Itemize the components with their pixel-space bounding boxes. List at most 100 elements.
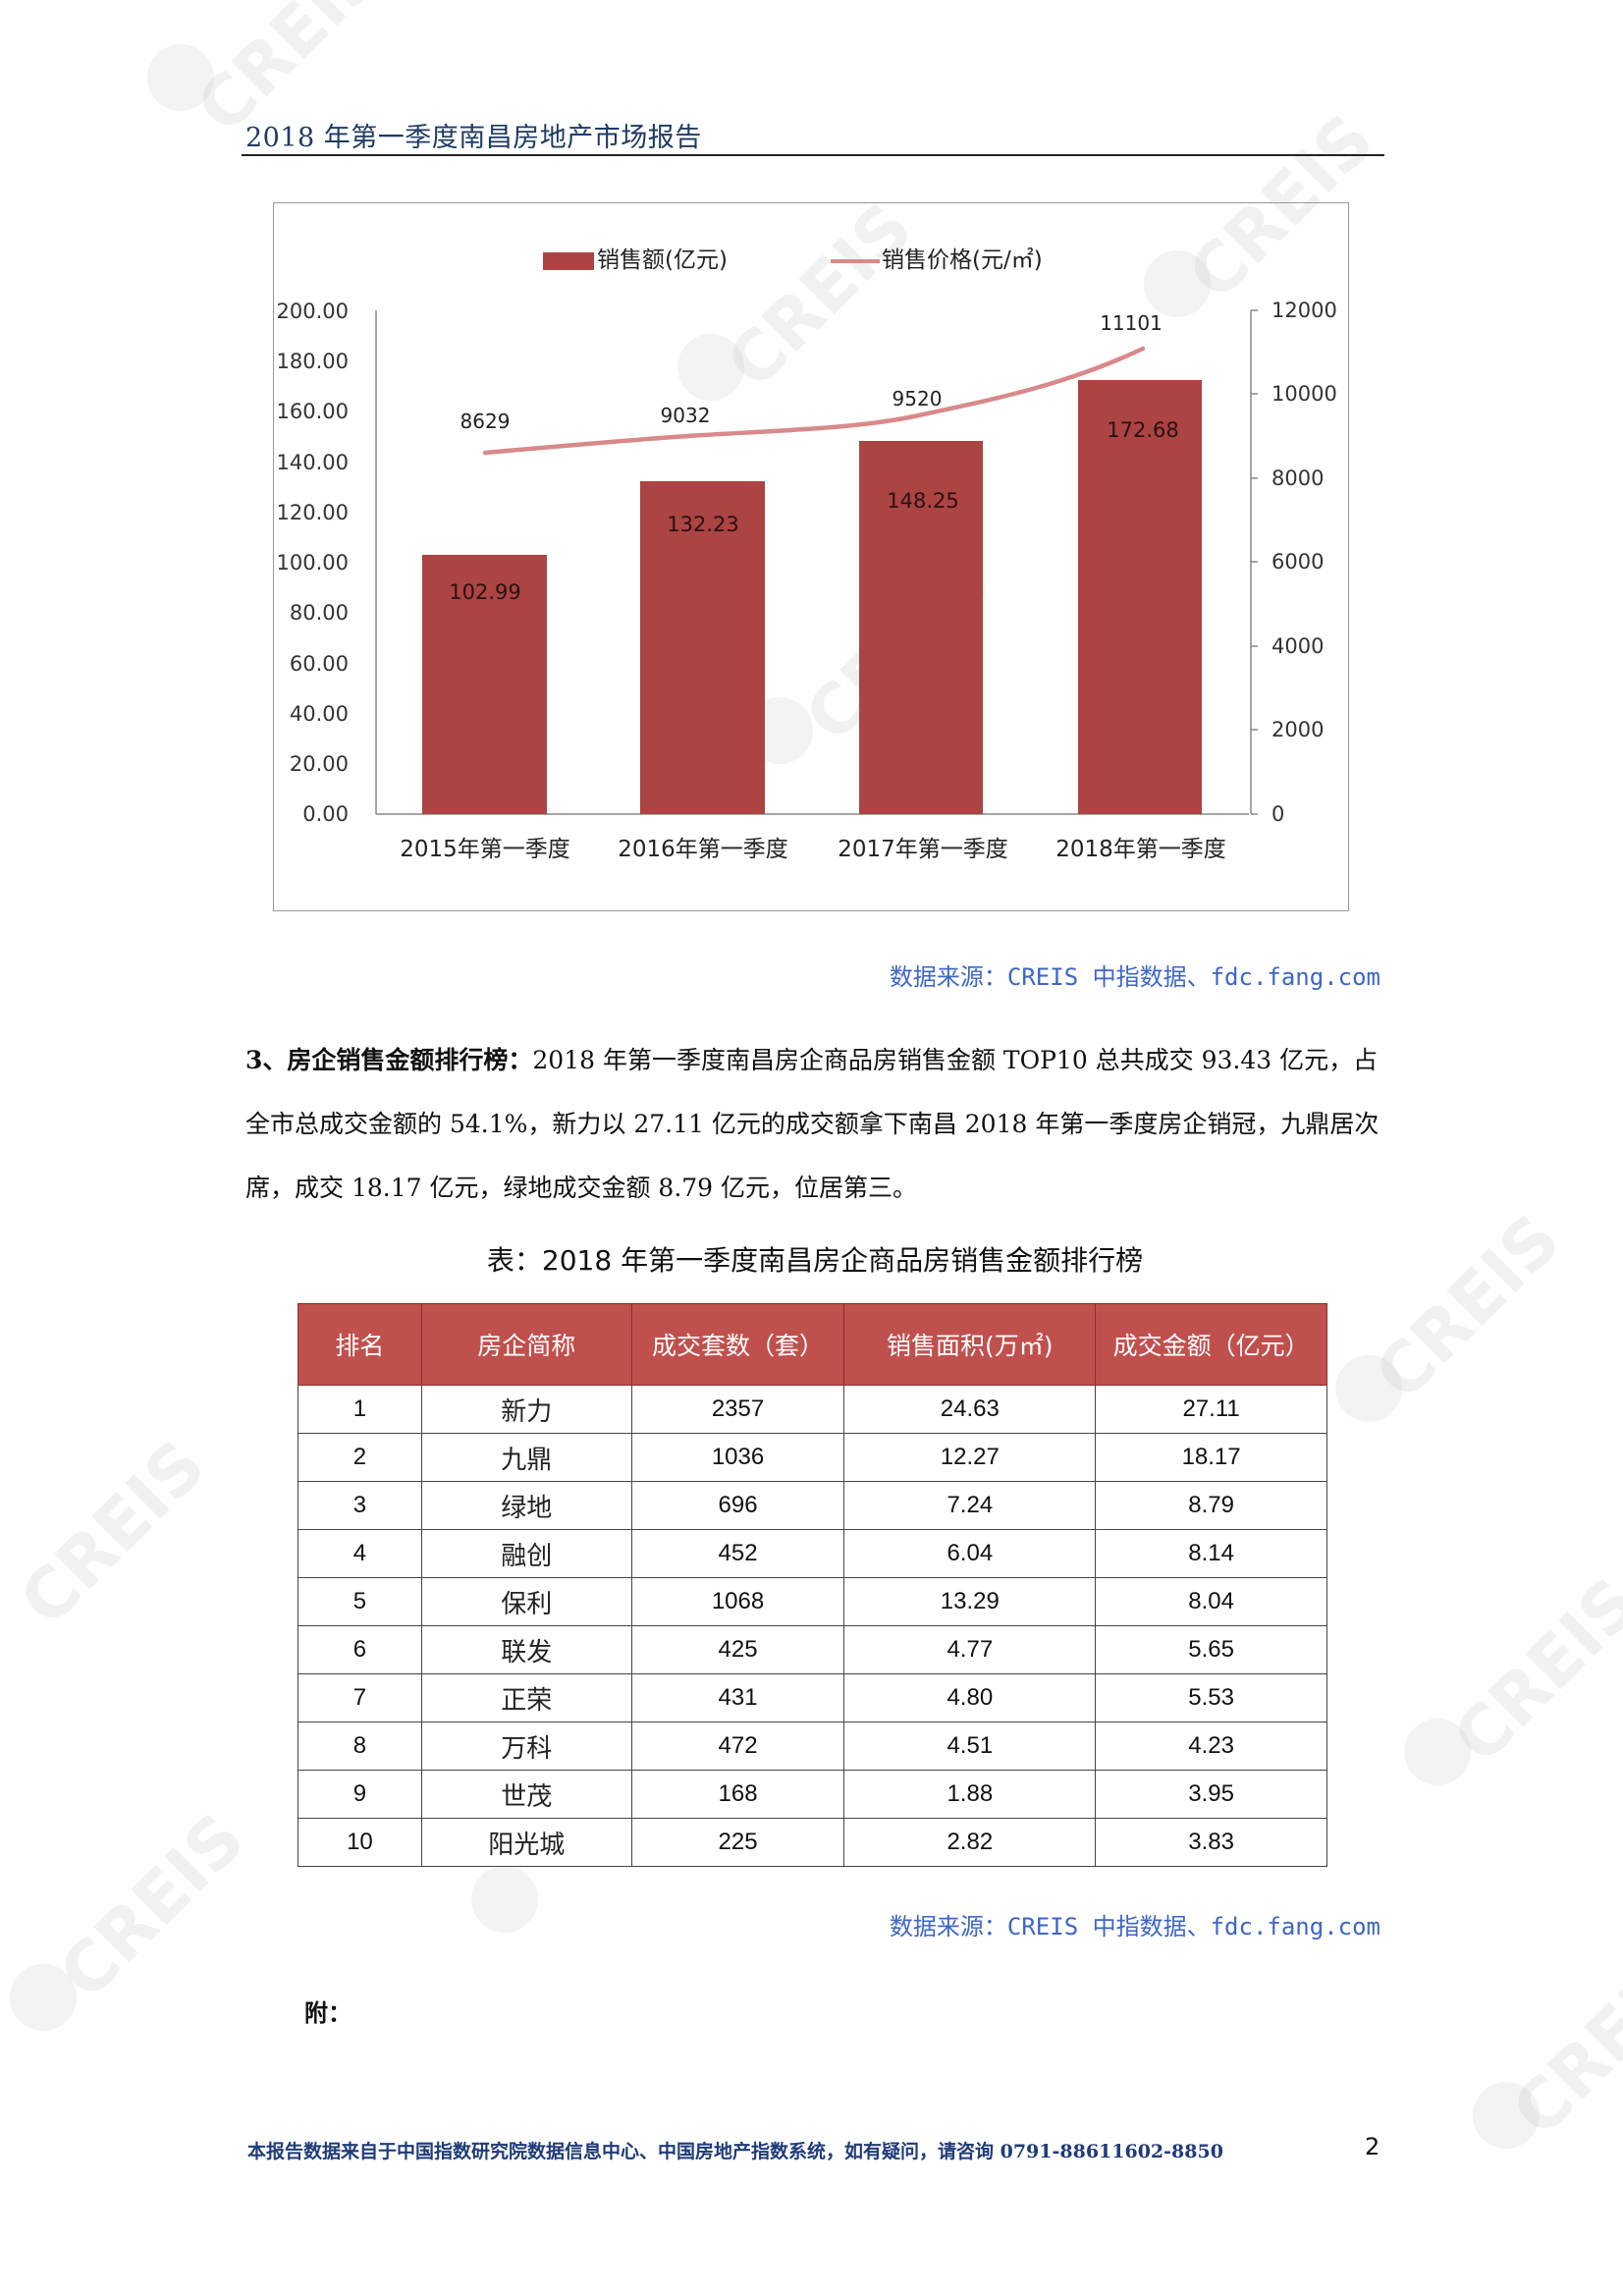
svg-text:2015年第一季度: 2015年第一季度 [400, 837, 570, 862]
svg-text:0: 0 [1271, 802, 1284, 826]
cell-company: 正荣 [420, 1673, 632, 1722]
table-row: 1 新力 2357 24.63 27.11 [298, 1385, 1327, 1434]
svg-text:2017年第一季度: 2017年第一季度 [838, 837, 1008, 862]
cell-units: 431 [630, 1673, 845, 1722]
table-row: 8 万科 472 4.51 4.23 [298, 1722, 1327, 1771]
table-row: 4 融创 452 6.04 8.14 [298, 1529, 1327, 1578]
cell-area: 4.80 [843, 1673, 1097, 1722]
cell-area: 1.88 [843, 1770, 1097, 1819]
cell-company: 阳光城 [420, 1818, 632, 1867]
svg-text:40.00: 40.00 [290, 702, 349, 726]
page-number: 2 [1365, 2133, 1380, 2160]
cell-amount: 4.23 [1095, 1722, 1327, 1771]
section-3-paragraph: 3、房企销售金额排行榜：2018 年第一季度南昌房企商品房销售金额 TOP10 … [245, 1028, 1384, 1220]
header-company: 房企简称 [420, 1303, 632, 1386]
cell-amount: 3.95 [1095, 1770, 1327, 1819]
cell-rank: 9 [298, 1770, 422, 1819]
watermark: CREIS [1359, 1198, 1576, 1416]
bar-value-labels: 102.99 132.23 148.25 172.68 [449, 418, 1178, 604]
line-value-labels: 8629 9032 9520 11101 [460, 311, 1163, 433]
watermark-logo-icon [10, 1964, 77, 2031]
svg-text:12000: 12000 [1271, 299, 1337, 322]
bar-2017 [859, 441, 983, 814]
cell-rank: 5 [298, 1577, 422, 1626]
svg-text:11101: 11101 [1100, 311, 1163, 335]
cell-area: 12.27 [843, 1433, 1097, 1482]
cell-company: 世茂 [420, 1770, 632, 1819]
footer-note: 本报告数据来自于中国指数研究院数据信息中心、中国房地产指数系统，如有疑问，请咨询… [247, 2141, 1223, 2162]
watermark-logo-icon [1404, 1719, 1471, 1785]
cell-rank: 4 [298, 1529, 422, 1578]
watermark: CREIS [1496, 1935, 1623, 2153]
cell-area: 4.77 [843, 1625, 1097, 1674]
svg-text:6000: 6000 [1271, 550, 1324, 574]
chart-frame [273, 202, 1349, 911]
cell-area: 24.63 [843, 1385, 1097, 1434]
table-row: 3 绿地 696 7.24 8.79 [298, 1481, 1327, 1530]
cell-area: 6.04 [843, 1529, 1097, 1578]
cell-rank: 6 [298, 1625, 422, 1674]
svg-text:8629: 8629 [460, 410, 511, 433]
cell-rank: 1 [298, 1385, 422, 1434]
cell-amount: 8.79 [1095, 1481, 1327, 1530]
cell-area: 4.51 [843, 1722, 1097, 1771]
cell-units: 696 [630, 1481, 845, 1530]
cell-company: 融创 [420, 1529, 632, 1578]
watermark: CREIS [4, 1424, 221, 1642]
cell-area: 13.29 [843, 1577, 1097, 1626]
cell-units: 1036 [630, 1433, 845, 1482]
svg-text:132.23: 132.23 [667, 513, 738, 536]
cell-units: 472 [630, 1722, 845, 1771]
svg-text:9032: 9032 [661, 404, 711, 427]
cell-rank: 8 [298, 1722, 422, 1771]
cell-amount: 18.17 [1095, 1433, 1327, 1482]
svg-text:102.99: 102.99 [449, 580, 520, 604]
x-axis-categories: 2015年第一季度 2016年第一季度 2017年第一季度 2018年第一季度 [400, 837, 1226, 862]
y-axis-right-ticks: 0 2000 4000 6000 8000 10000 12000 [1271, 299, 1337, 826]
watermark-logo-icon [471, 1866, 538, 1933]
svg-text:172.68: 172.68 [1107, 418, 1178, 442]
ranking-table: 排名 房企简称 成交套数（套） 销售面积(万㎡) 成交金额（亿元） 1 新力 235… [298, 1303, 1327, 1867]
svg-text:140.00: 140.00 [277, 451, 349, 474]
cell-rank: 3 [298, 1481, 422, 1530]
svg-text:8000: 8000 [1271, 466, 1324, 490]
svg-text:120.00: 120.00 [277, 501, 349, 524]
header-rank: 排名 [298, 1303, 422, 1386]
section-3-body: 2018 年第一季度南昌房企商品房销售金额 TOP10 总共成交 93.43 亿… [245, 1046, 1380, 1202]
cell-amount: 5.53 [1095, 1673, 1327, 1722]
cell-amount: 8.14 [1095, 1529, 1327, 1578]
appendix-label: 附： [304, 1998, 352, 2027]
watermark: CREIS [1437, 1561, 1623, 1779]
cell-rank: 7 [298, 1673, 422, 1722]
header-units: 成交套数（套） [630, 1303, 845, 1386]
svg-text:160.00: 160.00 [277, 400, 349, 423]
table-row: 2 九鼎 1036 12.27 18.17 [298, 1433, 1327, 1482]
cell-amount: 3.83 [1095, 1818, 1327, 1867]
header-area: 销售面积(万㎡) [843, 1303, 1097, 1386]
svg-text:2018年第一季度: 2018年第一季度 [1055, 837, 1226, 862]
cell-units: 425 [630, 1625, 845, 1674]
cell-units: 1068 [630, 1577, 845, 1626]
cell-units: 452 [630, 1529, 845, 1578]
table-header-row: 排名 房企简称 成交套数（套） 销售面积(万㎡) 成交金额（亿元） [298, 1303, 1327, 1386]
bar-2016 [640, 481, 765, 814]
cell-company: 新力 [420, 1385, 632, 1434]
svg-text:10000: 10000 [1271, 382, 1337, 406]
svg-text:148.25: 148.25 [887, 489, 958, 513]
header-amount: 成交金额（亿元） [1095, 1303, 1327, 1386]
cell-amount: 8.04 [1095, 1577, 1327, 1626]
cell-company: 保利 [420, 1577, 632, 1626]
cell-company: 联发 [420, 1625, 632, 1674]
table-row: 5 保利 1068 13.29 8.04 [298, 1577, 1327, 1626]
cell-rank: 10 [298, 1818, 422, 1867]
table-caption: 表：2018 年第一季度南昌房企商品房销售金额排行榜 [486, 1244, 1144, 1277]
svg-text:2000: 2000 [1271, 718, 1324, 741]
svg-text:20.00: 20.00 [290, 752, 349, 776]
svg-text:2016年第一季度: 2016年第一季度 [618, 837, 788, 862]
cell-company: 绿地 [420, 1481, 632, 1530]
svg-text:100.00: 100.00 [277, 551, 349, 574]
y-axis-left-ticks: 0.00 20.00 40.00 60.00 80.00 100.00 120.… [277, 300, 349, 826]
cell-rank: 2 [298, 1433, 422, 1482]
table-row: 9 世茂 168 1.88 3.95 [298, 1770, 1327, 1819]
cell-area: 2.82 [843, 1818, 1097, 1867]
